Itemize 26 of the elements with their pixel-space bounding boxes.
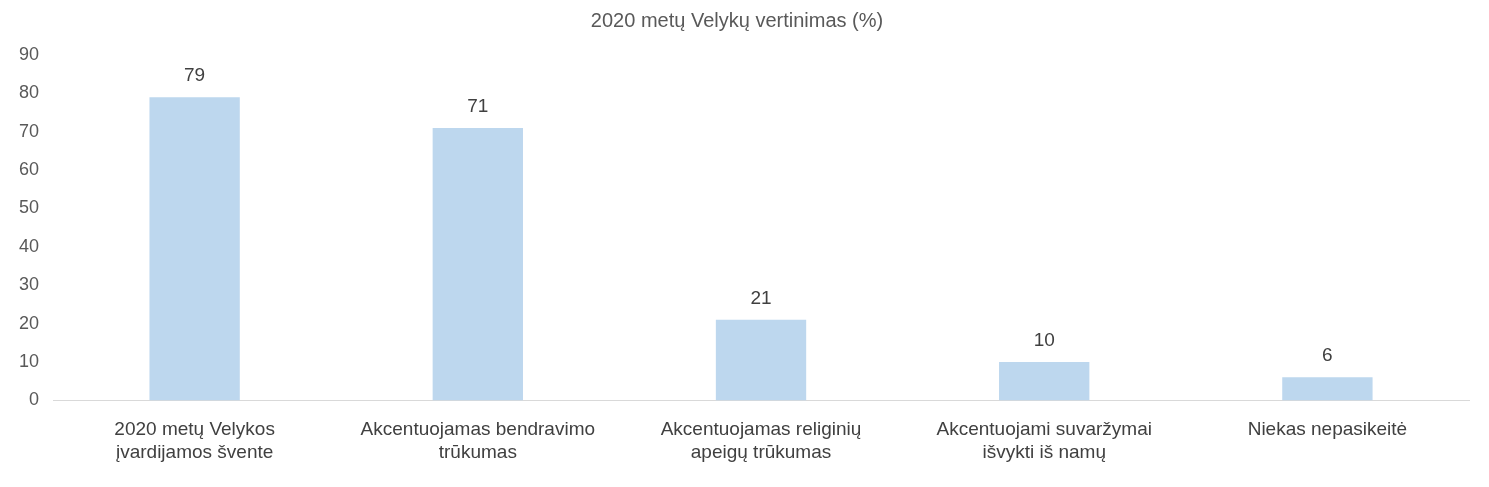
y-tick-label: 80 xyxy=(18,82,40,103)
bar xyxy=(149,97,240,401)
x-tick-label: Akcentuojamas religinių apeigų trūkumas xyxy=(660,418,862,462)
bar xyxy=(1282,377,1373,401)
y-tick-label: 50 xyxy=(18,197,40,218)
y-tick-label: 70 xyxy=(18,120,40,141)
data-label: 79 xyxy=(184,63,206,85)
y-tick-label: 0 xyxy=(29,389,40,410)
data-label: 21 xyxy=(750,286,772,308)
y-tick-label: 60 xyxy=(18,159,40,180)
data-label: 71 xyxy=(467,94,489,116)
bar xyxy=(999,362,1090,401)
y-tick-label: 40 xyxy=(18,235,40,256)
y-tick-label: 30 xyxy=(18,274,40,295)
x-tick-label: Akcentuojamas bendravimo trūkumas xyxy=(360,418,596,462)
x-tick-label: Niekas nepasikeitė xyxy=(1247,418,1408,440)
data-label: 6 xyxy=(1322,344,1333,366)
y-tick-label: 90 xyxy=(18,43,40,64)
x-tick-label: Akcentuojami suvaržymai išvykti iš namų xyxy=(936,418,1152,462)
x-tick-label: 2020 metų Velykos įvardijamos švente xyxy=(114,418,275,462)
y-tick-label: 20 xyxy=(18,312,40,333)
bar xyxy=(432,127,523,401)
chart-title: 2020 metų Velykų vertinimas (%) xyxy=(590,8,884,31)
bar xyxy=(715,319,807,401)
y-tick-label: 10 xyxy=(18,350,40,371)
data-label: 10 xyxy=(1033,328,1055,350)
